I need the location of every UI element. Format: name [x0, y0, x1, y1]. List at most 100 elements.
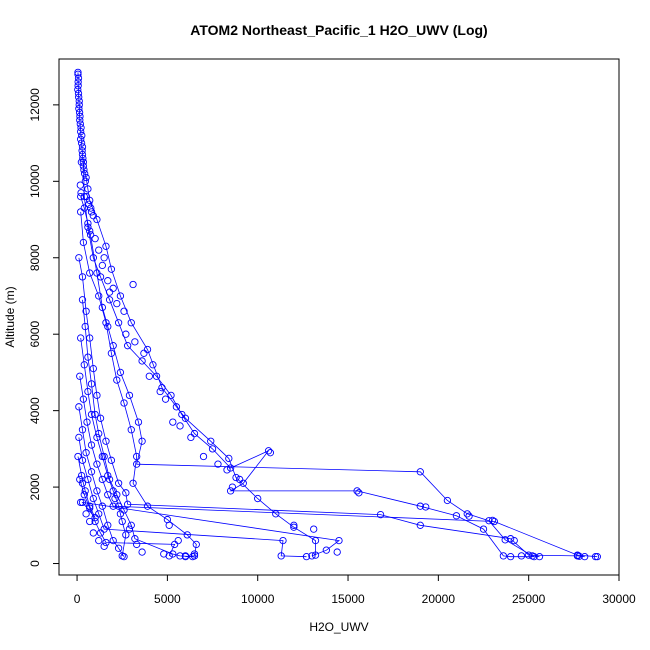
data-point	[102, 319, 110, 327]
data-point	[93, 487, 101, 495]
data-point	[160, 550, 168, 558]
data-point	[113, 299, 121, 308]
data-point	[122, 489, 130, 497]
data-point	[104, 491, 112, 499]
data-point	[104, 521, 112, 529]
data-point	[84, 475, 92, 484]
data-point	[104, 471, 112, 480]
data-point	[463, 510, 471, 518]
data-point	[302, 553, 311, 561]
data-point	[79, 158, 88, 166]
y-tick-label: 8000	[28, 244, 42, 271]
data-point	[122, 330, 130, 338]
data-point	[82, 192, 91, 201]
data-point	[77, 189, 85, 197]
data-point	[272, 510, 280, 518]
data-point	[95, 292, 103, 300]
data-point	[82, 173, 90, 182]
data-point	[95, 510, 103, 518]
series-line	[78, 406, 125, 557]
data-point	[98, 502, 107, 510]
data-point	[78, 426, 87, 434]
data-point	[122, 531, 130, 539]
data-point	[81, 177, 90, 185]
data-point	[120, 307, 128, 315]
data-point	[87, 380, 96, 388]
data-point	[416, 521, 424, 529]
data-point	[127, 426, 135, 434]
data-point	[100, 542, 108, 550]
data-point	[105, 296, 114, 304]
data-point	[102, 538, 110, 547]
data-point	[77, 124, 85, 132]
data-point	[95, 536, 103, 545]
series-line	[79, 479, 176, 557]
data-point	[81, 322, 89, 331]
data-point	[165, 521, 173, 529]
x-tick-label: 15000	[331, 592, 365, 606]
data-point	[161, 395, 170, 403]
data-point	[114, 319, 123, 327]
data-point	[190, 550, 199, 558]
data-point	[145, 372, 153, 380]
data-point	[84, 219, 92, 228]
data-point	[181, 552, 190, 560]
data-point	[593, 553, 601, 561]
x-tick-label: 0	[74, 592, 81, 606]
data-point	[80, 361, 88, 369]
data-point	[86, 269, 94, 277]
data-point	[74, 452, 82, 461]
data-point	[573, 551, 582, 559]
data-point	[214, 460, 222, 468]
data-point	[87, 410, 96, 419]
data-point	[353, 487, 361, 495]
data-point	[581, 553, 589, 561]
series-line	[80, 196, 540, 558]
data-point	[333, 548, 341, 556]
data-point	[75, 101, 83, 109]
data-point	[76, 112, 84, 120]
data-point	[178, 410, 186, 419]
data-point	[170, 540, 179, 549]
data-point	[169, 550, 177, 558]
y-tick-label: 0	[28, 560, 42, 567]
x-tick-label: 20000	[422, 592, 456, 606]
data-point	[76, 372, 84, 380]
data-point	[91, 234, 99, 243]
data-point	[87, 204, 95, 212]
data-point	[133, 452, 141, 461]
data-point	[75, 403, 83, 411]
data-point	[74, 82, 82, 90]
data-point	[416, 468, 424, 476]
data-point	[308, 552, 316, 560]
data-point	[226, 464, 235, 472]
data-point	[81, 487, 89, 495]
data-point	[98, 475, 107, 484]
data-point	[235, 475, 244, 484]
data-point	[443, 496, 452, 505]
data-point	[228, 483, 237, 491]
series-line	[77, 72, 316, 556]
series-line	[82, 299, 193, 558]
y-tick-label: 2000	[28, 473, 42, 500]
data-point	[143, 502, 152, 510]
data-point	[116, 368, 125, 377]
x-axis: 0 5000 10000 15000 20000 25000 30000	[74, 574, 636, 606]
data-point	[199, 452, 208, 461]
data-point	[100, 525, 108, 533]
data-point	[127, 521, 135, 529]
data-point	[77, 192, 85, 201]
data-point	[490, 517, 499, 526]
data-point	[452, 512, 461, 520]
data-point	[488, 516, 497, 524]
series-lines	[77, 72, 598, 558]
series-line	[79, 376, 598, 558]
data-point	[76, 181, 84, 189]
data-point	[80, 166, 88, 174]
data-point	[98, 452, 107, 461]
data-point	[75, 93, 83, 101]
data-point	[290, 521, 298, 529]
data-point	[125, 525, 134, 533]
y-tick-label: 12000	[28, 88, 42, 122]
